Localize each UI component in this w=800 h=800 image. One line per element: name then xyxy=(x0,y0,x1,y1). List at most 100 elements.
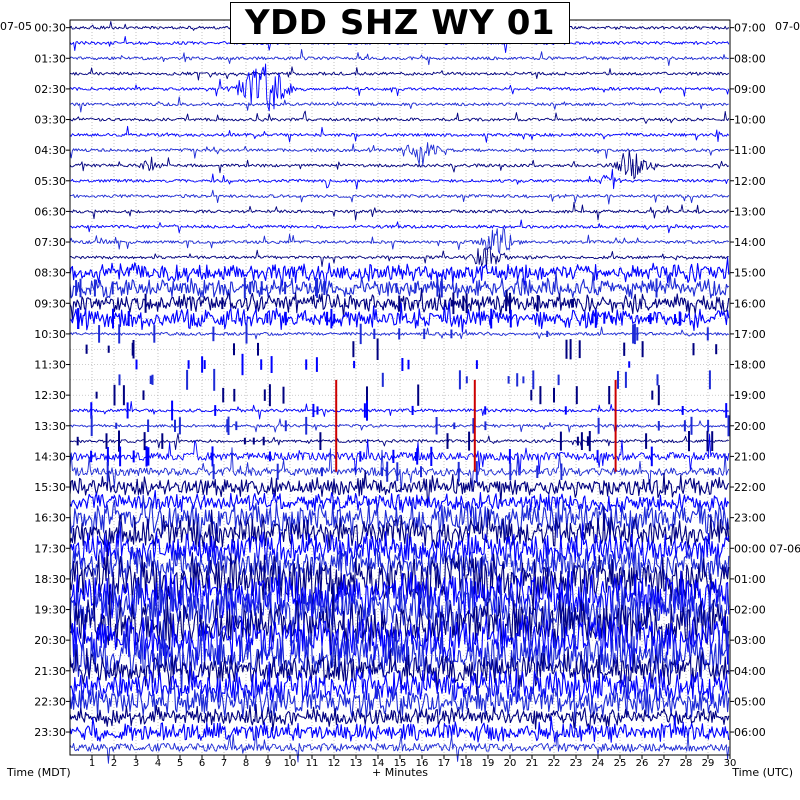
x-tick-label: 21 xyxy=(526,758,539,769)
minutes-axis: 1 2 3 4 5 6 7 8 9 10 11 12 13 14 15 16 17 18 19 20 21 22 23 24 2… xyxy=(89,755,737,769)
right-time-axis: 07:00 08:00 09:00 10:00 11:00 12:00 13:00 14:00… xyxy=(730,22,800,739)
x-tick-label: 23 xyxy=(570,758,583,769)
trace-row xyxy=(70,245,729,270)
trace-row xyxy=(69,96,729,113)
x-tick-label: 1 xyxy=(89,758,95,769)
right-tick-label: 20:00 xyxy=(734,420,766,433)
trace-group xyxy=(69,21,730,764)
right-tick-label: 00:00 07-06 xyxy=(734,542,800,555)
trace-row xyxy=(69,257,730,287)
left-tick-label: 01:30 xyxy=(34,52,66,65)
trace-row xyxy=(69,48,729,67)
trace-row xyxy=(69,447,730,493)
x-tick-label: 22 xyxy=(548,758,561,769)
x-tick-label: 7 xyxy=(221,758,227,769)
trace-row xyxy=(69,219,729,234)
left-tick-label: 18:30 xyxy=(34,573,66,586)
right-tick-label: 01:00 xyxy=(734,573,766,586)
trace-row xyxy=(69,400,729,420)
right-tick-label: 09:00 xyxy=(734,83,766,96)
right-tick-label: 15:00 xyxy=(734,267,766,280)
left-tick-label: 04:30 xyxy=(34,144,66,157)
x-tick-label: 17 xyxy=(438,758,451,769)
right-tick-label: 22:00 xyxy=(734,481,766,494)
right-tick-label: 18:00 xyxy=(734,359,766,372)
trace-row xyxy=(69,142,729,166)
left-tick-label: 06:30 xyxy=(34,205,66,218)
right-tick-label: 10:00 xyxy=(734,114,766,127)
left-tick-label: 23:30 xyxy=(34,726,66,739)
trace-row xyxy=(69,469,730,505)
trace-row xyxy=(69,714,730,743)
right-tick-label: 06:00 xyxy=(734,726,766,739)
trace-row xyxy=(69,433,730,451)
right-tick-label: 19:00 xyxy=(734,389,766,402)
left-tick-label: 17:30 xyxy=(34,542,66,555)
trace-row xyxy=(69,506,730,550)
left-tick-label: 08:30 xyxy=(34,267,66,280)
x-tick-label: 30 xyxy=(724,758,737,769)
x-tick-label: 10 xyxy=(284,758,297,769)
right-tick-label: 14:00 xyxy=(734,236,766,249)
trace-row xyxy=(69,227,730,254)
trace-row xyxy=(69,63,730,112)
left-tick-label: 12:30 xyxy=(34,389,66,402)
x-tick-label: 3 xyxy=(133,758,139,769)
x-tick-label: 19 xyxy=(482,758,495,769)
left-time-axis: 00:30 01:30 02:30 03:30 04:30 05:30 06:30 07:30… xyxy=(34,22,70,739)
right-tick-label: 23:00 xyxy=(734,512,766,525)
trace-row xyxy=(69,433,730,476)
trace-row xyxy=(69,201,729,221)
trace-row xyxy=(69,168,729,190)
x-tick-label: 24 xyxy=(592,758,605,769)
x-tick-label: 5 xyxy=(177,758,183,769)
x-tick-label: 11 xyxy=(306,758,319,769)
left-axis-title: Time (MDT) xyxy=(7,766,71,779)
x-tick-label: 14 xyxy=(372,758,385,769)
x-tick-label: 12 xyxy=(328,758,341,769)
x-tick-label: 18 xyxy=(460,758,473,769)
left-tick-label: 16:30 xyxy=(34,512,66,525)
right-tick-label: 16:00 xyxy=(734,297,766,310)
trace-row xyxy=(69,661,730,705)
trace-row xyxy=(69,66,730,81)
right-date-label: 07-0 xyxy=(775,20,800,33)
trace-row xyxy=(69,149,730,180)
x-tick-label: 26 xyxy=(636,758,649,769)
right-tick-label: 07:00 xyxy=(734,22,766,35)
station-title: YDD SHZ WY 01 xyxy=(230,2,570,44)
x-tick-label: 25 xyxy=(614,758,627,769)
right-tick-label: 12:00 xyxy=(734,175,766,188)
x-tick-label: 9 xyxy=(265,758,271,769)
x-tick-label: 4 xyxy=(155,758,161,769)
left-date-label: 07-05 xyxy=(0,20,32,33)
x-tick-label: 6 xyxy=(199,758,205,769)
left-tick-label: 19:30 xyxy=(34,604,66,617)
left-tick-label: 21:30 xyxy=(34,665,66,678)
trace-row xyxy=(69,110,730,124)
x-tick-label: 8 xyxy=(243,758,249,769)
trace-row xyxy=(70,189,730,205)
trace-row xyxy=(69,125,730,143)
left-tick-label: 07:30 xyxy=(34,236,66,249)
left-tick-label: 20:30 xyxy=(34,634,66,647)
left-tick-label: 05:30 xyxy=(34,175,66,188)
trace-row xyxy=(69,728,730,764)
right-tick-label: 13:00 xyxy=(734,205,766,218)
left-tick-label: 11:30 xyxy=(34,359,66,372)
right-tick-label: 17:00 xyxy=(734,328,766,341)
red-spike-group xyxy=(335,379,617,472)
trace-row xyxy=(69,301,730,333)
right-tick-label: 04:00 xyxy=(734,665,766,678)
x-axis-title: + Minutes xyxy=(372,766,429,779)
left-tick-label: 22:30 xyxy=(34,695,66,708)
trace-row xyxy=(69,523,730,573)
x-tick-label: 13 xyxy=(350,758,363,769)
left-tick-label: 02:30 xyxy=(34,83,66,96)
right-tick-label: 03:00 xyxy=(734,634,766,647)
trace-row xyxy=(69,271,730,300)
right-tick-label: 21:00 xyxy=(734,450,766,463)
trace-row xyxy=(69,616,730,697)
x-tick-label: 29 xyxy=(702,758,715,769)
